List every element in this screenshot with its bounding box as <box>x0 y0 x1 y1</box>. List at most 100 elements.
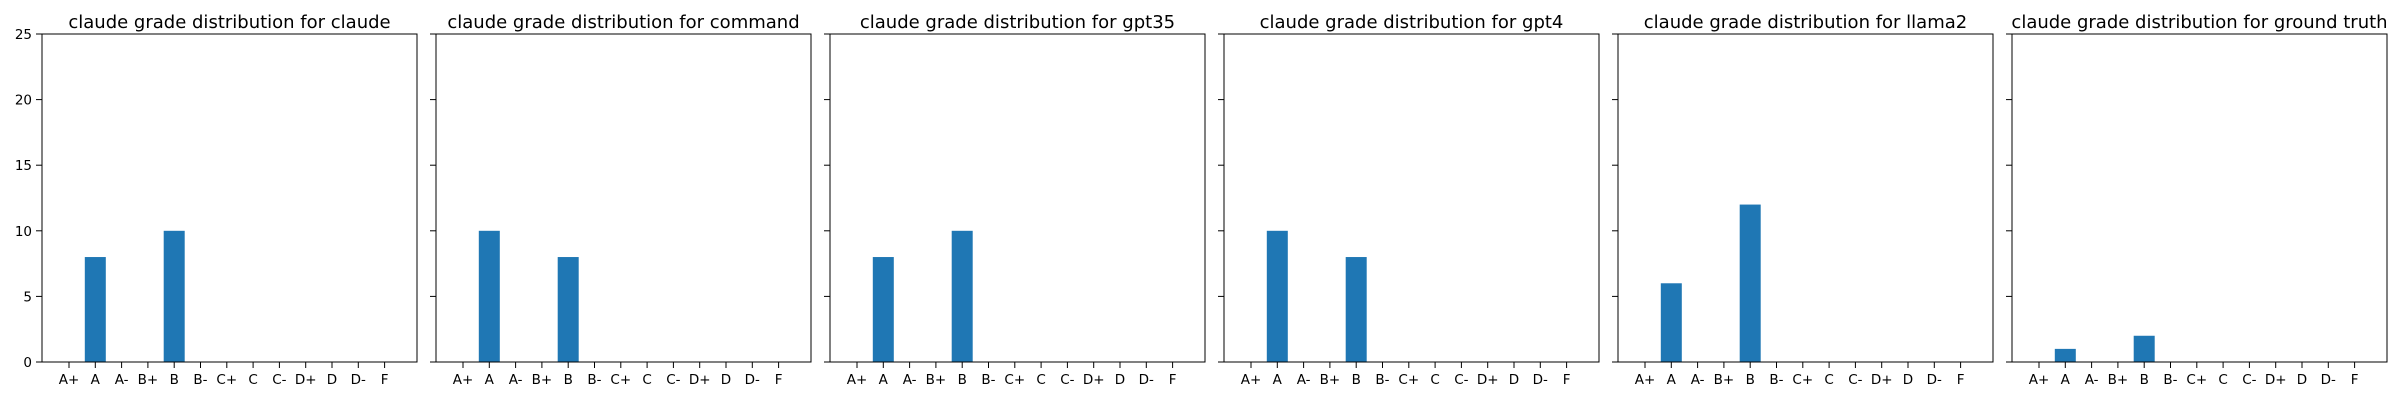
x-tick-label: D- <box>1533 372 1548 388</box>
x-tick-label: D <box>1509 372 1519 388</box>
x-tick-label: F <box>1563 372 1571 388</box>
x-tick-label: A- <box>1691 372 1705 388</box>
x-tick-label: A+ <box>1241 372 1262 388</box>
x-tick-label: B+ <box>2108 372 2129 388</box>
x-tick-label: B <box>958 372 967 388</box>
x-tick-label: C <box>642 372 651 388</box>
y-tick-label: 15 <box>15 158 32 174</box>
x-tick-label: C+ <box>1398 372 1419 388</box>
x-tick-label: F <box>775 372 783 388</box>
x-tick-label: C- <box>1454 372 1468 388</box>
bar-A <box>84 257 106 362</box>
axes-frame <box>2011 33 2388 363</box>
x-tick-label: C+ <box>1004 372 1025 388</box>
x-tick-label: B <box>564 372 573 388</box>
x-tick-label: F <box>381 372 389 388</box>
x-tick-label: C <box>248 372 257 388</box>
y-tick-label: 0 <box>23 355 32 371</box>
x-tick-label: C+ <box>2186 372 2207 388</box>
x-tick-label: A <box>879 372 889 388</box>
x-tick-label: A+ <box>847 372 868 388</box>
axes-frame <box>41 33 418 363</box>
x-tick-label: A+ <box>1635 372 1656 388</box>
x-tick-label: D- <box>1139 372 1154 388</box>
x-tick-label: C+ <box>610 372 631 388</box>
x-tick-label: C- <box>1848 372 1862 388</box>
x-tick-label: C+ <box>216 372 237 388</box>
bar-B <box>557 257 579 362</box>
x-tick-label: A- <box>2085 372 2099 388</box>
x-tick-label: D+ <box>1477 372 1499 388</box>
x-tick-label: D- <box>351 372 366 388</box>
x-tick-label: B+ <box>138 372 159 388</box>
bar-A <box>872 257 894 362</box>
x-tick-label: C- <box>1060 372 1074 388</box>
chart-title: claude grade distribution for gpt35 <box>860 12 1175 33</box>
x-tick-label: D+ <box>689 372 711 388</box>
axes-frame <box>435 33 812 363</box>
bar-B <box>1739 204 1761 362</box>
x-tick-label: D <box>2297 372 2307 388</box>
y-tick-label: 25 <box>15 27 32 43</box>
x-tick-label: F <box>1957 372 1965 388</box>
x-tick-label: D+ <box>1871 372 1893 388</box>
chart-title: claude grade distribution for gpt4 <box>1260 12 1564 33</box>
y-tick-label: 10 <box>15 224 32 240</box>
axes-frame <box>1617 33 1994 363</box>
chart-title: claude grade distribution for ground tru… <box>2011 12 2387 33</box>
x-tick-label: C <box>2218 372 2227 388</box>
x-tick-label: C- <box>272 372 286 388</box>
chart-title: claude grade distribution for claude <box>68 12 390 33</box>
x-tick-label: D <box>721 372 731 388</box>
x-tick-label: A <box>1667 372 1677 388</box>
x-tick-label: B+ <box>532 372 553 388</box>
x-tick-label: A+ <box>453 372 474 388</box>
bar-A <box>1266 230 1288 362</box>
x-tick-label: B- <box>2163 372 2177 388</box>
x-tick-label: B- <box>1375 372 1389 388</box>
chart-title: claude grade distribution for command <box>447 12 799 33</box>
x-tick-label: C+ <box>1792 372 1813 388</box>
x-tick-label: D- <box>745 372 760 388</box>
x-tick-label: D+ <box>1083 372 1105 388</box>
x-tick-label: B <box>2140 372 2149 388</box>
x-tick-label: D <box>327 372 337 388</box>
x-tick-label: A <box>2061 372 2071 388</box>
x-tick-label: F <box>2351 372 2359 388</box>
axes-frame <box>829 33 1206 363</box>
x-tick-label: F <box>1169 372 1177 388</box>
x-tick-label: B <box>1746 372 1755 388</box>
x-tick-label: B+ <box>1320 372 1341 388</box>
y-tick-label: 20 <box>15 93 32 109</box>
x-tick-label: A- <box>115 372 129 388</box>
x-tick-label: D <box>1903 372 1913 388</box>
x-tick-label: C <box>1430 372 1439 388</box>
x-tick-label: D+ <box>295 372 317 388</box>
x-tick-label: A- <box>509 372 523 388</box>
x-tick-label: B- <box>1769 372 1783 388</box>
x-tick-label: B <box>1352 372 1361 388</box>
x-tick-label: A- <box>903 372 917 388</box>
x-tick-label: D- <box>1927 372 1942 388</box>
x-tick-label: B- <box>981 372 995 388</box>
x-tick-label: A- <box>1297 372 1311 388</box>
bar-A <box>478 230 500 362</box>
x-tick-label: A <box>1273 372 1283 388</box>
x-tick-label: A <box>485 372 495 388</box>
x-tick-label: C <box>1036 372 1045 388</box>
axes-frame <box>1223 33 1600 363</box>
x-tick-label: D+ <box>2265 372 2287 388</box>
bar-A <box>2054 348 2076 362</box>
bar-B <box>163 230 185 362</box>
bar-B <box>951 230 973 362</box>
x-tick-label: C <box>1824 372 1833 388</box>
x-tick-label: A+ <box>2029 372 2050 388</box>
x-tick-label: A <box>91 372 101 388</box>
y-tick-label: 5 <box>23 289 32 305</box>
